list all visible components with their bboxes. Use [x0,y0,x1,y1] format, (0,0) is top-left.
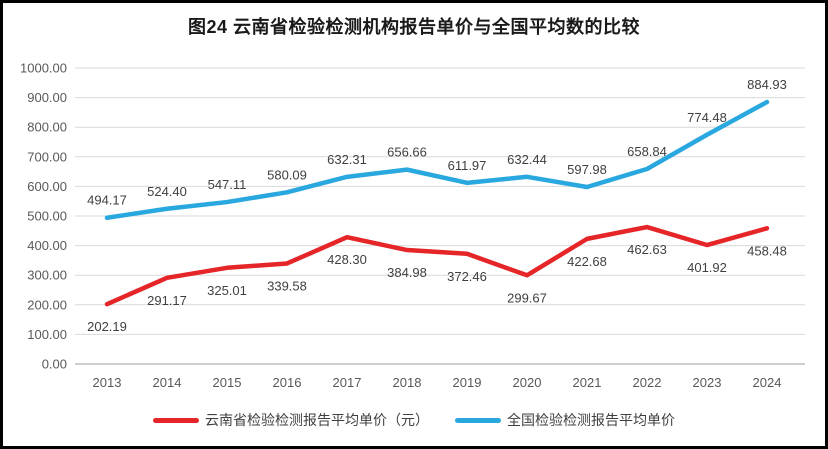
data-label-national: 547.11 [208,177,247,192]
x-tick-label: 2013 [93,375,122,390]
x-tick-label: 2021 [573,375,602,390]
data-label-national: 658.84 [627,144,667,159]
data-label-yunnan: 339.58 [267,278,307,293]
x-tick-label: 2022 [633,375,662,390]
data-label-yunnan: 299.67 [507,290,547,305]
legend-label-national: 全国检验检测报告平均单价 [507,412,675,428]
data-label-national: 524.40 [147,184,187,199]
legend-item-national: 全国检验检测报告平均单价 [455,410,675,430]
x-tick-label: 2017 [333,375,362,390]
y-tick-label: 800.00 [27,120,67,135]
data-label-yunnan: 428.30 [327,252,367,267]
chart-title: 图24 云南省检验检测机构报告单价与全国平均数的比较 [187,17,641,37]
data-label-yunnan: 291.17 [147,293,187,308]
data-label-national: 884.93 [747,77,787,92]
data-label-yunnan: 462.63 [627,242,667,257]
x-tick-label: 2018 [393,375,422,390]
series-line-yunnan [104,224,770,307]
data-label-national: 597.98 [567,162,607,177]
y-tick-label: 500.00 [27,209,67,224]
data-label-yunnan: 202.19 [87,319,127,334]
data-label-national: 656.66 [387,145,427,160]
x-tick-label: 2019 [453,375,482,390]
y-tick-label: 200.00 [27,297,67,312]
data-label-national: 774.48 [687,110,727,125]
y-tick-label: 700.00 [27,149,67,164]
data-label-yunnan: 422.68 [567,254,607,269]
x-tick-label: 2015 [213,375,242,390]
x-tick-label: 2014 [153,375,182,390]
legend-line-red-icon [153,417,199,423]
x-tick-label: 2024 [753,375,782,390]
data-label-yunnan: 401.92 [687,260,727,275]
data-label-yunnan: 458.48 [747,243,787,258]
y-tick-label: 0.00 [42,357,67,372]
chart-canvas: 图24 云南省检验检测机构报告单价与全国平均数的比较 0.00 100.00 200… [3,3,825,446]
x-tick-label: 2020 [513,375,542,390]
data-label-national: 632.31 [327,152,367,167]
legend-line-blue-icon [455,417,501,423]
data-label-yunnan: 372.46 [447,269,487,284]
line-chart: 0.00 100.00 200.00 300.00 400.00 500.00 600.00… [20,61,805,390]
y-tick-label: 600.00 [27,179,67,194]
legend-label-yunnan: 云南省检验检测报告平均单价（元） [205,412,429,428]
y-tick-label: 100.00 [27,327,67,342]
data-label-national: 494.17 [87,193,127,208]
data-label-national: 632.44 [507,152,547,167]
y-tick-label: 900.00 [27,90,67,105]
data-label-national: 580.09 [267,167,307,182]
data-label-yunnan: 384.98 [387,265,427,280]
y-tick-label: 300.00 [27,268,67,283]
data-label-yunnan: 325.01 [207,283,247,298]
legend: 云南省检验检测报告平均单价（元） 全国检验检测报告平均单价 [3,410,825,430]
legend-item-yunnan: 云南省检验检测报告平均单价（元） [153,410,429,430]
data-label-national: 611.97 [448,158,487,173]
x-tick-label: 2016 [273,375,302,390]
y-tick-label: 400.00 [27,238,67,253]
y-tick-label: 1000.00 [20,61,67,76]
x-tick-label: 2023 [693,375,722,390]
series-line-national [104,99,770,220]
